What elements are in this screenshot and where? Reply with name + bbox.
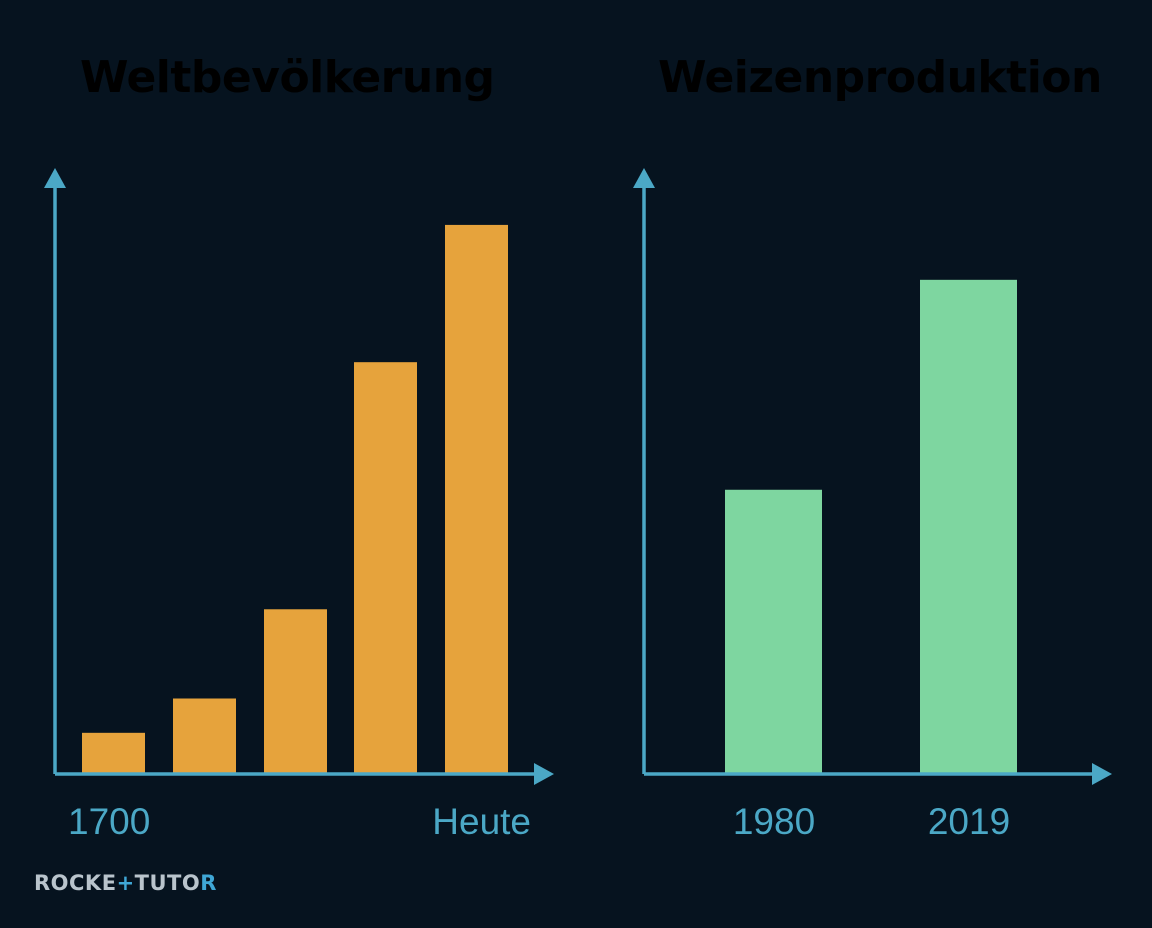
wheat-x-axis-arrow xyxy=(1092,763,1112,785)
population-bar-1 xyxy=(82,732,145,774)
population-tick-label: 1700 xyxy=(68,801,150,842)
wheat-bar-1 xyxy=(725,489,822,774)
wheat-tick-label: 2019 xyxy=(928,801,1010,842)
wheat-bar-2 xyxy=(920,279,1017,774)
wheat-chart-title: Weizenproduktion xyxy=(658,52,1102,103)
population-chart-title: Weltbevölkerung xyxy=(80,52,495,103)
population-bar-5 xyxy=(445,224,508,775)
wheat-y-axis-arrow xyxy=(633,168,655,188)
population-tick-label: Heute xyxy=(432,801,531,842)
population-bar-3 xyxy=(264,609,327,774)
wheat-tick-label: 1980 xyxy=(733,801,815,842)
population-bar-2 xyxy=(173,698,236,774)
population-bar-4 xyxy=(354,362,417,774)
population-x-axis-arrow xyxy=(534,763,554,785)
population-y-axis-arrow xyxy=(44,168,66,188)
rocketutor-logo: ROCKE+TUTOR xyxy=(34,871,217,895)
